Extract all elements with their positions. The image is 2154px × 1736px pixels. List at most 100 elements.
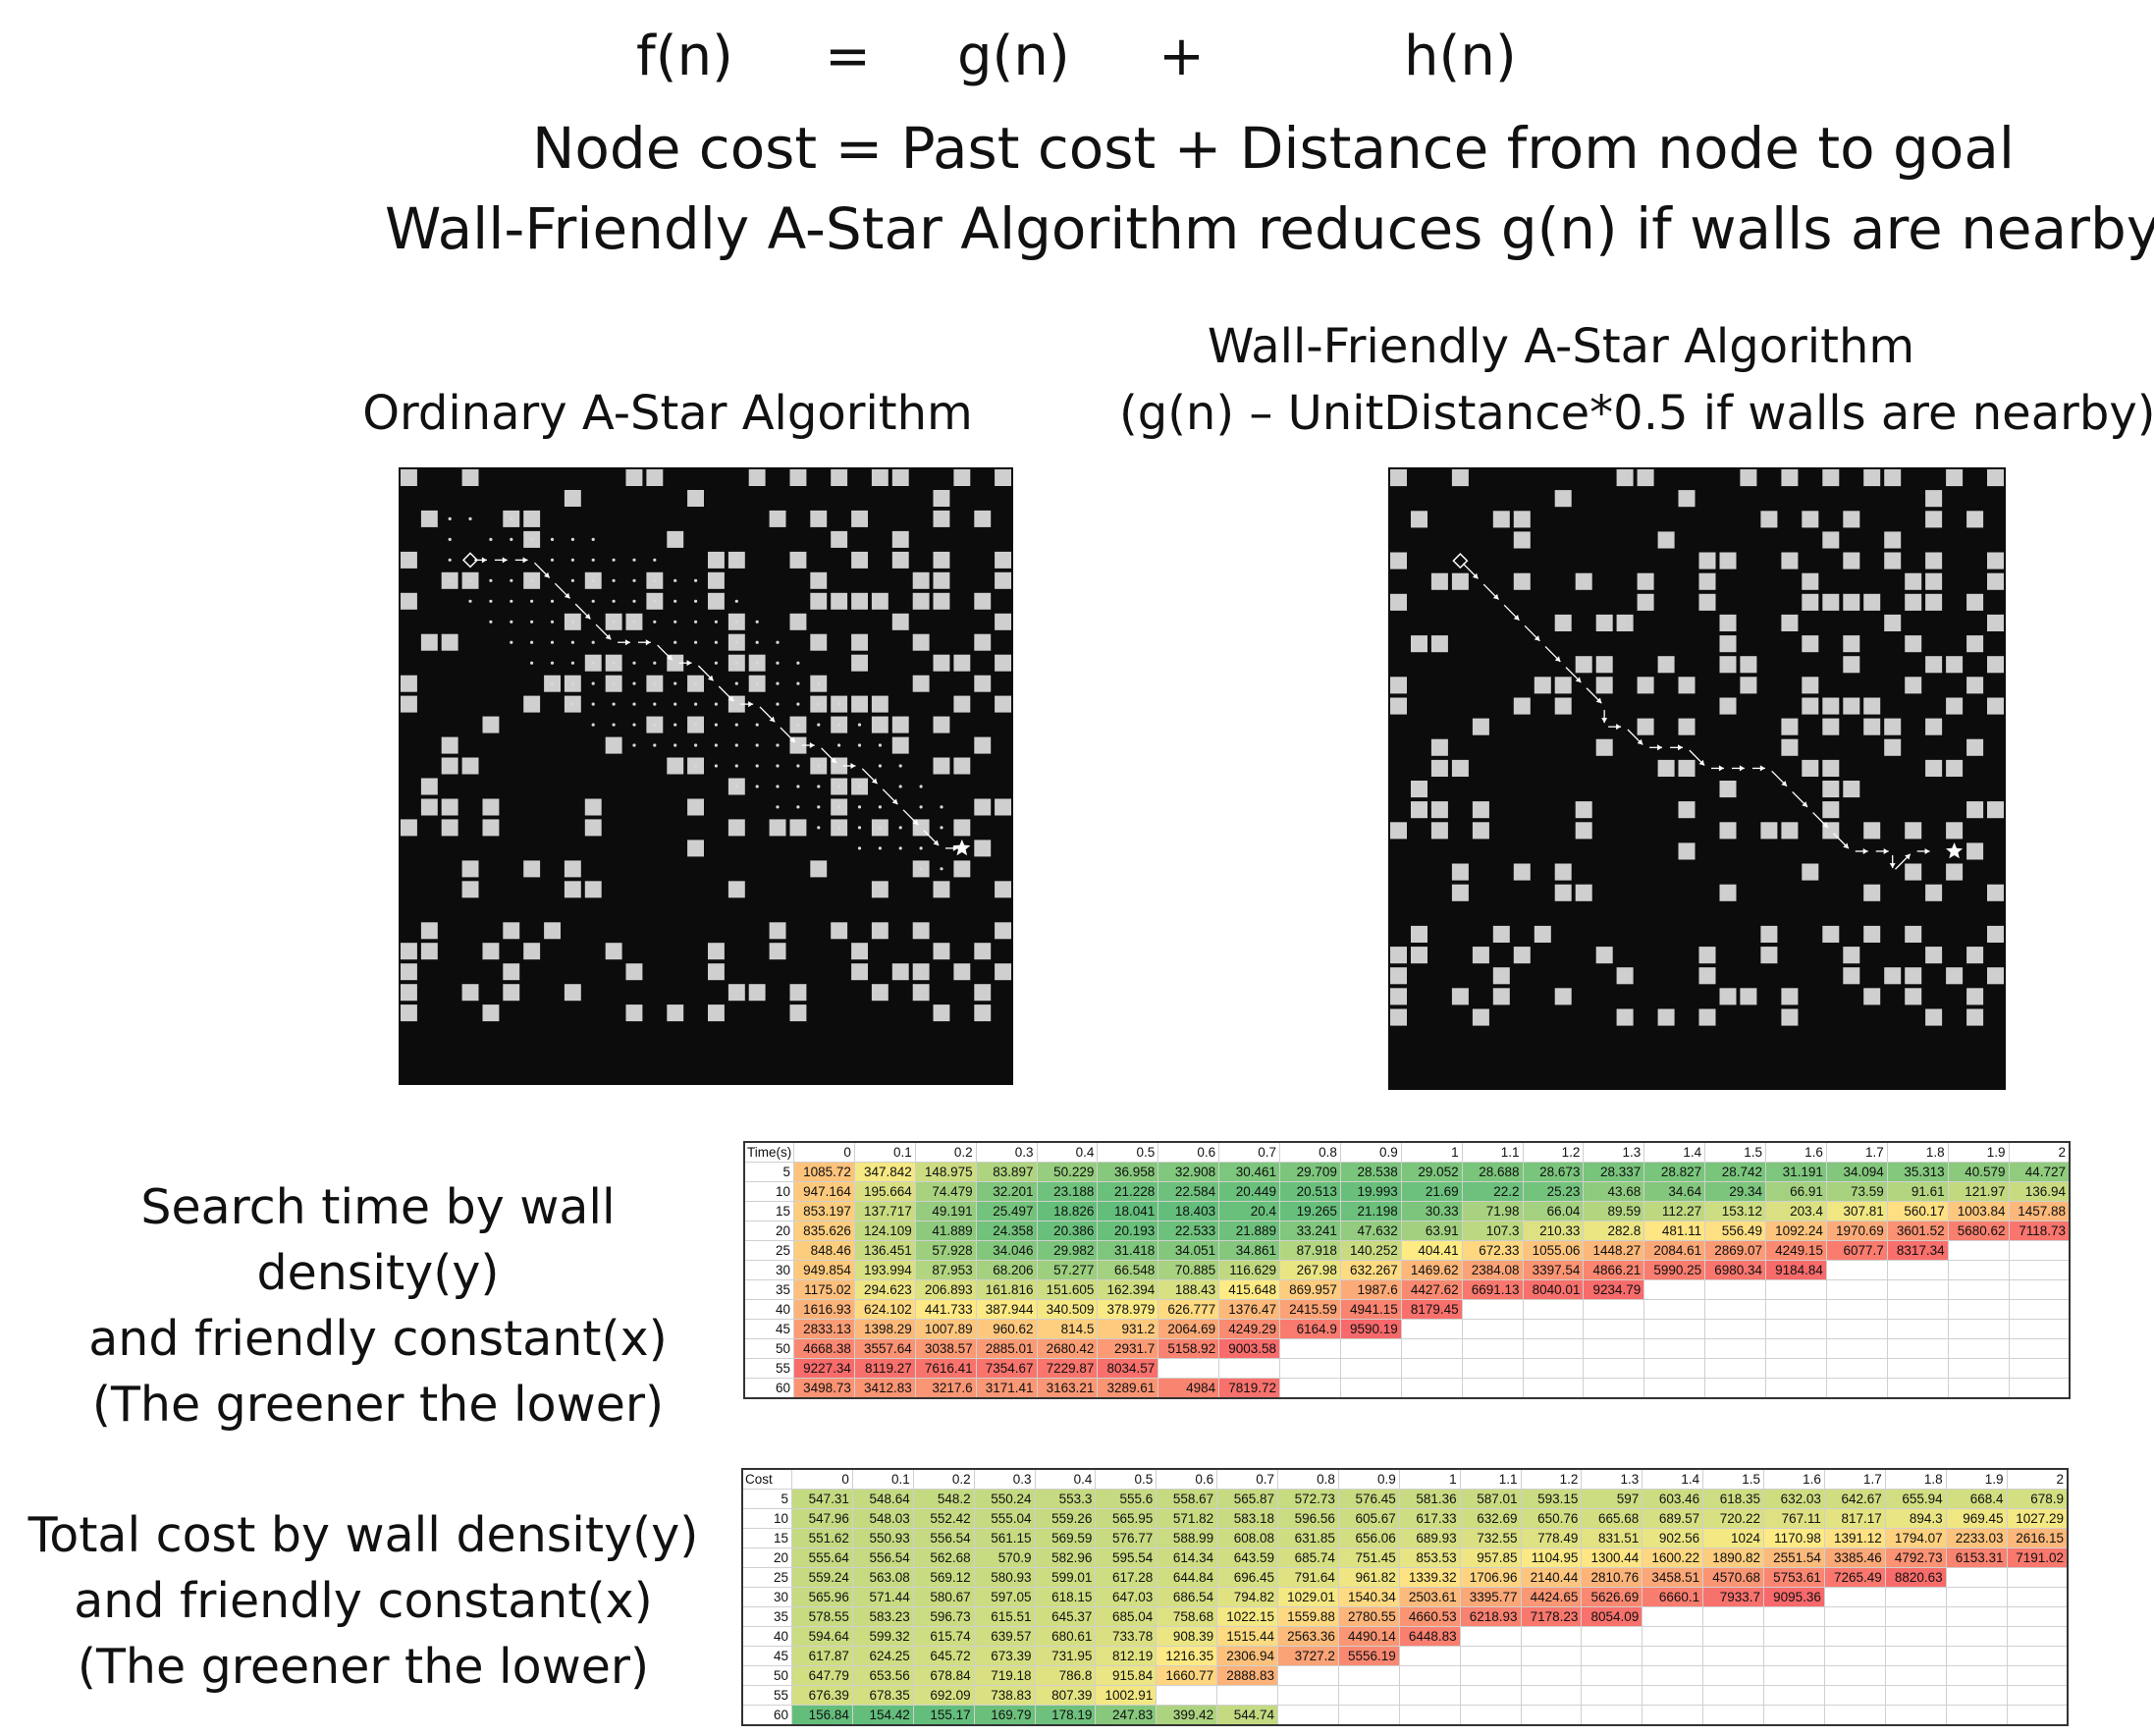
total-cost-row-label: 5 (741, 1489, 792, 1509)
search-time-cell (1825, 1279, 1888, 1300)
search-time-row-label: 55 (743, 1358, 794, 1379)
search-time-cell (2008, 1260, 2071, 1280)
friendly-wall-cell (1925, 759, 1943, 777)
friendly-wall-cell (1575, 822, 1592, 840)
friendly-wall-cell (1678, 718, 1696, 735)
ordinary-wall-cell (912, 922, 930, 940)
ordinary-explored-dot (776, 702, 780, 706)
friendly-title-line1: Wall-Friendly A-Star Algorithm (1207, 319, 1915, 374)
search-time-header-row: Time(s) 0 0.1 0.2 0.3 0.4 0.5 0.6 0.7 0.8 0.9 1 1.1 1… (743, 1141, 2071, 1163)
search-time-cell (1583, 1299, 1645, 1320)
ordinary-wall-cell (667, 757, 684, 775)
search-time-cell: 6980.34 (1704, 1260, 1766, 1280)
friendly-wall-cell (1884, 552, 1902, 570)
search-time-cell: 29.052 (1400, 1162, 1463, 1182)
friendly-wall-cell (1554, 884, 1572, 901)
search-time-cell: 68.206 (975, 1260, 1038, 1280)
friendly-wall-cell (1678, 759, 1696, 777)
ordinary-explored-dot (878, 764, 882, 768)
friendly-wall-cell (1822, 925, 1840, 943)
friendly-path-arrow (1771, 770, 1788, 787)
search-time-cell: 835.626 (793, 1221, 855, 1241)
search-time-cell: 193.994 (853, 1260, 916, 1280)
ordinary-wall-cell (420, 778, 438, 795)
total-cost-cell: 1391.12 (1823, 1528, 1886, 1548)
search-time-cell: 206.893 (914, 1279, 977, 1300)
ordinary-wall-cell (401, 963, 417, 981)
ordinary-path-arrow (574, 603, 591, 620)
friendly-wall-cell (1513, 697, 1531, 715)
friendly-wall-cell (1884, 738, 1902, 756)
search-time-cell: 9003.58 (1218, 1338, 1280, 1359)
total-cost-row-label: 35 (741, 1606, 792, 1627)
ordinary-wall-cell (401, 695, 417, 713)
ordinary-explored-dot (755, 764, 759, 768)
friendly-wall-cell (1390, 1008, 1407, 1026)
ordinary-wall-cell (708, 571, 725, 589)
friendly-wall-cell (1390, 677, 1407, 694)
search-time-cell: 34.051 (1158, 1240, 1220, 1261)
search-time-row: 40 1616.93 624.102 441.733 387.944 340.509 378… (743, 1299, 2071, 1320)
total-cost-cell (1763, 1705, 1825, 1726)
ordinary-explored-dot (510, 516, 513, 520)
search-time-cell (1825, 1358, 1888, 1379)
ordinary-explored-dot (734, 723, 738, 727)
total-cost-cell: 169.79 (973, 1705, 1036, 1726)
ordinary-explored-dot (694, 681, 698, 685)
search-time-cell: 4984 (1158, 1378, 1220, 1399)
ordinary-explored-dot (796, 805, 800, 809)
ordinary-wall-cell (461, 984, 479, 1002)
search-time-column-header: 1.5 (1704, 1141, 1766, 1163)
search-time-cell: 9234.79 (1583, 1279, 1645, 1300)
search-time-cell: 340.509 (1036, 1299, 1099, 1320)
friendly-path-arrow (1731, 765, 1745, 772)
search-time-row: 25 848.46 136.451 57.928 34.046 29.982 31.418 3… (743, 1240, 2071, 1261)
friendly-wall-cell (1451, 469, 1469, 487)
ordinary-path-arrow (514, 557, 528, 564)
total-cost-cell: 544.74 (1216, 1705, 1278, 1726)
ordinary-wall-cell (995, 654, 1011, 672)
total-cost-cell (1520, 1626, 1583, 1647)
friendly-wall-cell (1575, 656, 1592, 674)
friendly-wall-cell (1884, 718, 1902, 735)
search-time-cell: 5990.25 (1643, 1260, 1706, 1280)
search-time-cell: 91.61 (1886, 1181, 1949, 1202)
friendly-wall-cell (1843, 697, 1860, 715)
search-time-cell: 161.816 (975, 1279, 1038, 1300)
search-time-column-header: 0.6 (1158, 1141, 1220, 1163)
total-cost-cell: 548.64 (851, 1489, 914, 1509)
total-cost-row: 35 578.55 583.23 596.73 615.51 645.37 685.04 75… (741, 1606, 2069, 1627)
ordinary-explored-dot (817, 681, 821, 685)
total-cost-cell: 603.46 (1642, 1489, 1704, 1509)
friendly-wall-cell (1946, 697, 1964, 715)
friendly-wall-cell (1905, 925, 1922, 943)
total-cost-cell: 624.25 (851, 1646, 914, 1666)
total-cost-column-header: 0.8 (1277, 1468, 1339, 1490)
search-time-cell (1400, 1378, 1463, 1399)
friendly-wall-cell (1781, 552, 1799, 570)
ordinary-wall-cell (523, 695, 541, 713)
total-cost-cell: 547.31 (791, 1489, 853, 1509)
total-cost-cell: 1300.44 (1581, 1547, 1643, 1568)
ordinary-explored-dot (878, 743, 882, 747)
friendly-wall-cell (1430, 822, 1448, 840)
total-cost-row: 5 547.31 548.64 548.2 550.24 553.3 555.6 558.67… (741, 1489, 2069, 1509)
search-time-cell: 210.33 (1522, 1221, 1585, 1241)
friendly-grid-svg (1390, 469, 2004, 1026)
ordinary-explored-dot (755, 785, 759, 788)
friendly-wall-cell (1843, 947, 1860, 964)
total-cost-cell: 647.03 (1095, 1587, 1158, 1607)
total-cost-cell: 692.09 (912, 1685, 975, 1706)
search-time-cell: 481.11 (1643, 1221, 1706, 1241)
total-cost-column-header: 0.6 (1156, 1468, 1218, 1490)
ordinary-explored-dot (817, 764, 821, 768)
total-cost-cell (1702, 1626, 1764, 1647)
ordinary-wall-cell (933, 881, 950, 898)
search-time-cell (1279, 1338, 1341, 1359)
search-time-cell (1583, 1338, 1645, 1359)
ordinary-explored-dot (940, 805, 943, 809)
friendly-wall-cell (1513, 572, 1531, 590)
search-time-cell (1461, 1319, 1524, 1339)
ordinary-explored-dot (510, 640, 513, 644)
friendly-path-arrow (1889, 854, 1896, 869)
